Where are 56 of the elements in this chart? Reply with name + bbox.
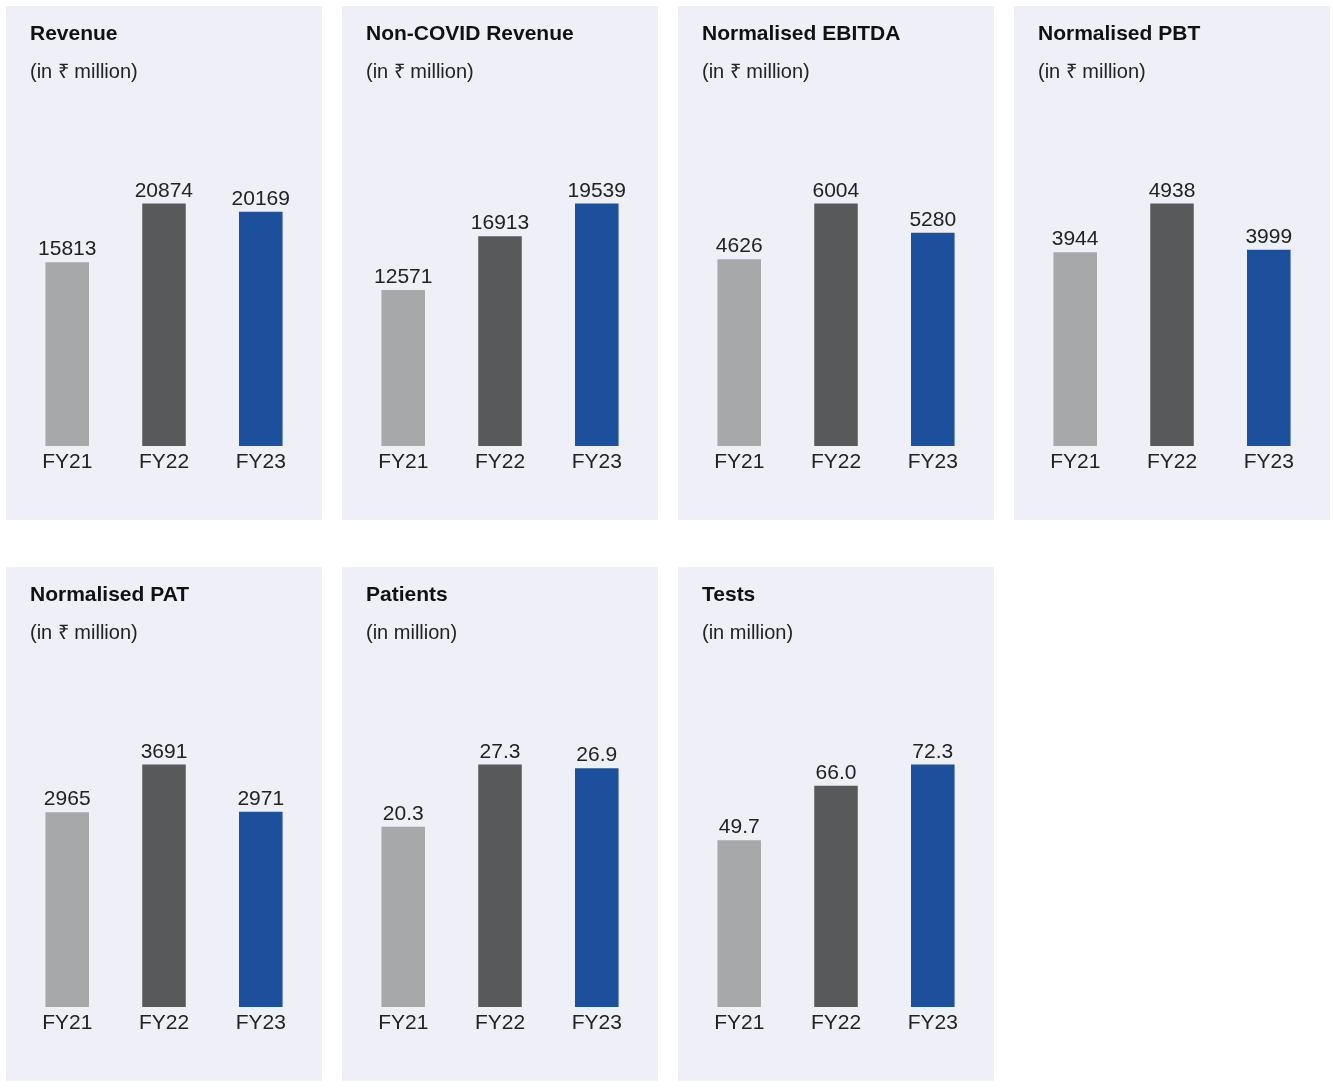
data-label: 26.9 [576, 742, 618, 766]
chart-subtitle: (in ₹ million) [30, 621, 138, 643]
data-label: 15813 [38, 236, 97, 260]
x-tick-label: FY22 [810, 1010, 862, 1033]
x-tick-label: FY23 [1243, 449, 1294, 472]
x-tick-label: FY21 [1050, 449, 1101, 472]
chart-subtitle: (in ₹ million) [1038, 60, 1146, 82]
x-tick-label: FY23 [571, 1010, 622, 1033]
x-tick-label: FY22 [138, 1010, 190, 1033]
data-label: 16913 [470, 210, 530, 234]
x-tick-label: FY21 [714, 1010, 765, 1033]
x-tick-label: FY21 [714, 449, 765, 472]
data-label: 19539 [567, 177, 626, 201]
chart-title: Normalised PAT [30, 582, 190, 605]
data-label: 20874 [134, 177, 194, 201]
data-label: 3999 [1245, 223, 1293, 247]
chart-title: Normalised EBITDA [702, 21, 901, 44]
chart-title: Revenue [30, 21, 118, 44]
data-label: 3944 [1051, 226, 1099, 250]
x-tick-label: FY22 [474, 1010, 526, 1033]
data-label: 49.7 [718, 814, 760, 838]
chart-subtitle: (in million) [366, 621, 458, 643]
data-label: 2971 [237, 785, 285, 809]
data-label: 4626 [715, 233, 763, 257]
x-tick-label: FY23 [571, 449, 622, 472]
x-tick-label: FY22 [138, 449, 190, 472]
x-tick-label: FY21 [42, 1010, 93, 1033]
x-tick-label: FY23 [907, 449, 958, 472]
chart-title: Non-COVID Revenue [366, 21, 574, 44]
data-label: 4938 [1148, 177, 1196, 201]
data-label: 3691 [140, 738, 188, 762]
x-tick-label: FY21 [378, 449, 429, 472]
data-label: 66.0 [815, 759, 857, 783]
x-tick-label: FY23 [235, 449, 286, 472]
data-label: 6004 [812, 177, 860, 201]
x-tick-label: FY23 [235, 1010, 286, 1033]
chart-title: Patients [366, 582, 448, 605]
chart-subtitle: (in ₹ million) [366, 60, 474, 82]
chart-title: Tests [702, 582, 756, 605]
data-label: 20169 [231, 185, 290, 209]
x-tick-label: FY21 [42, 449, 93, 472]
data-label: 27.3 [479, 738, 521, 762]
data-label: 72.3 [912, 738, 954, 762]
x-tick-label: FY22 [1146, 449, 1198, 472]
chart-subtitle: (in ₹ million) [702, 60, 810, 82]
data-label: 5280 [909, 206, 957, 230]
x-tick-label: FY21 [378, 1010, 429, 1033]
chart-subtitle: (in ₹ million) [30, 60, 138, 82]
x-tick-label: FY22 [810, 449, 862, 472]
x-tick-label: FY23 [907, 1010, 958, 1033]
x-tick-label: FY22 [474, 449, 526, 472]
chart-title: Normalised PBT [1038, 21, 1201, 44]
data-label: 20.3 [382, 800, 424, 824]
data-label: 12571 [374, 264, 433, 288]
data-label: 2965 [43, 786, 91, 810]
chart-subtitle: (in million) [702, 621, 794, 643]
